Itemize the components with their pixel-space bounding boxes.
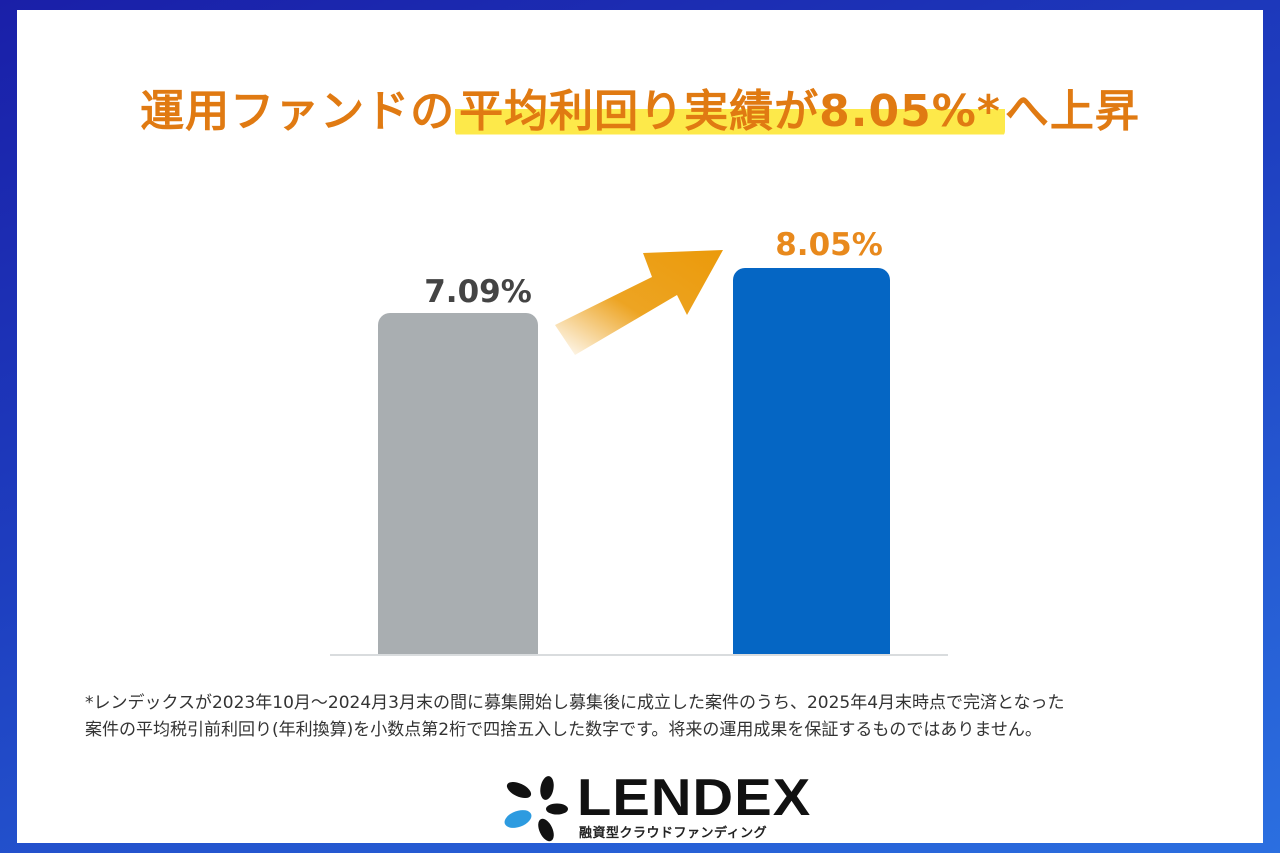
title-highlight: 平均利回り実績が8.05%*: [455, 86, 1005, 137]
bar-label-before: 7.09%: [424, 274, 532, 310]
up-arrow-icon: [555, 250, 723, 355]
bar-before: [378, 313, 538, 654]
title-prefix: 運用ファンドの: [140, 86, 456, 137]
bar-after: [733, 268, 890, 654]
title-suffix: へ上昇: [1004, 86, 1140, 137]
chart-baseline: [330, 654, 948, 656]
logo-tagline: 融資型クラウドファンディング: [579, 826, 768, 841]
bar-label-after: 8.05%: [775, 227, 883, 263]
flower-petals-icon: [504, 776, 568, 842]
lendex-logo: LENDEX 融資型クラウドファンディング: [501, 769, 810, 844]
footnote: *レンデックスが2023年10月～2024月3月末の間に募集開始し募集後に成立し…: [85, 690, 1225, 744]
bar-chart: 7.09% 8.05%: [17, 10, 1263, 710]
footnote-line-2: 案件の平均税引前利回り(年利換算)を小数点第2桁で四捨五入した数字です。将来の運…: [85, 720, 1042, 740]
content-card: 運用ファンドの平均利回り実績が8.05%*へ上昇 7.09% 8.05% *レン…: [17, 10, 1263, 843]
footnote-line-1: *レンデックスが2023年10月～2024月3月末の間に募集開始し募集後に成立し…: [85, 693, 1065, 713]
logo-wordmark: LENDEX: [577, 769, 812, 827]
page-title: 運用ファンドの平均利回り実績が8.05%*へ上昇: [17, 82, 1263, 142]
